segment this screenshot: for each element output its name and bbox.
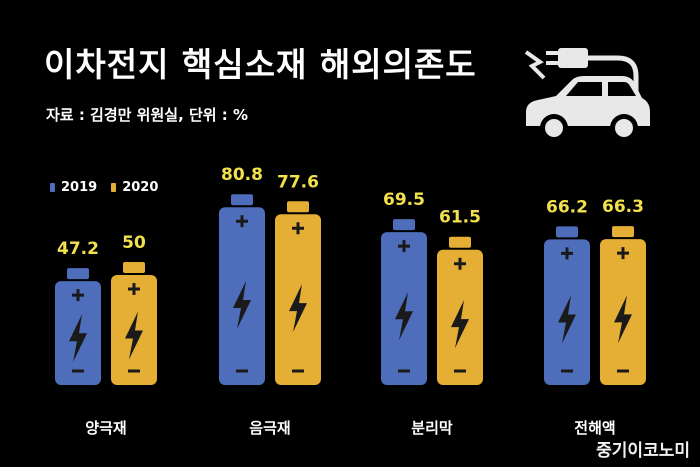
- value-label-2020-0: 50: [122, 233, 146, 253]
- lightning-bolt-icon-2019-3: [558, 295, 576, 344]
- legend-label-2020: 2020: [122, 180, 159, 195]
- battery-cap-2019-2: [393, 219, 415, 231]
- value-label-2020-2: 61.5: [439, 208, 481, 228]
- electric-car-plug-icon: [524, 48, 650, 142]
- value-label-2019-0: 47.2: [57, 239, 99, 259]
- lightning-bolt-icon-2019-2: [395, 292, 413, 341]
- battery-cap-2019-3: [556, 226, 578, 238]
- battery-cap-2020-3: [612, 226, 634, 238]
- value-label-2019-3: 66.2: [546, 197, 588, 217]
- battery-cap-2019-1: [231, 194, 253, 206]
- battery-cap-2020-2: [449, 236, 471, 248]
- value-label-2020-1: 77.6: [277, 172, 319, 192]
- legend-swatch-2019: [50, 183, 55, 192]
- value-label-2020-3: 66.3: [602, 197, 644, 217]
- category-label-3: 전해액: [574, 419, 615, 437]
- lightning-bolt-icon-2020-2: [451, 300, 469, 349]
- plus-sign-2020-0: [128, 283, 140, 295]
- battery-cap-2020-1: [287, 201, 309, 213]
- category-label-1: 음극재: [249, 419, 290, 437]
- plus-sign-2020-2: [454, 257, 466, 270]
- plus-sign-2019-1: [236, 215, 248, 228]
- lightning-bolt-icon-2020-1: [289, 284, 307, 333]
- plus-sign-2020-3: [617, 247, 629, 260]
- value-label-2019-2: 69.5: [383, 190, 425, 210]
- legend-item-2020: 2020: [111, 180, 158, 195]
- plus-sign-2019-3: [561, 247, 573, 260]
- lightning-bolt-icon-2019-0: [69, 314, 87, 363]
- plus-sign-2020-1: [292, 222, 304, 235]
- plus-sign-2019-2: [398, 240, 410, 253]
- watermark: 중기이코노미: [596, 441, 690, 461]
- legend-label-2019: 2019: [61, 180, 98, 195]
- page-title: 이차전지 핵심소재 해외의존도: [44, 45, 477, 84]
- lightning-bolt-icon-2019-1: [233, 281, 251, 330]
- value-label-2019-1: 80.8: [221, 165, 263, 185]
- legend-swatch-2020: [111, 183, 117, 192]
- legend-item-2019: 2019: [50, 180, 97, 195]
- legend: 2019 2020: [50, 180, 158, 195]
- category-label-2: 분리막: [411, 419, 453, 437]
- plus-sign-2019-0: [72, 289, 84, 302]
- lightning-bolt-icon-2020-0: [125, 311, 143, 360]
- battery-cap-2020-0: [123, 262, 145, 273]
- category-label-0: 양극재: [85, 419, 126, 437]
- battery-cap-2019-0: [67, 268, 89, 280]
- source-note: 자료 : 김경만 위원실, 단위 : %: [46, 106, 249, 124]
- lightning-bolt-icon-2020-3: [614, 295, 632, 344]
